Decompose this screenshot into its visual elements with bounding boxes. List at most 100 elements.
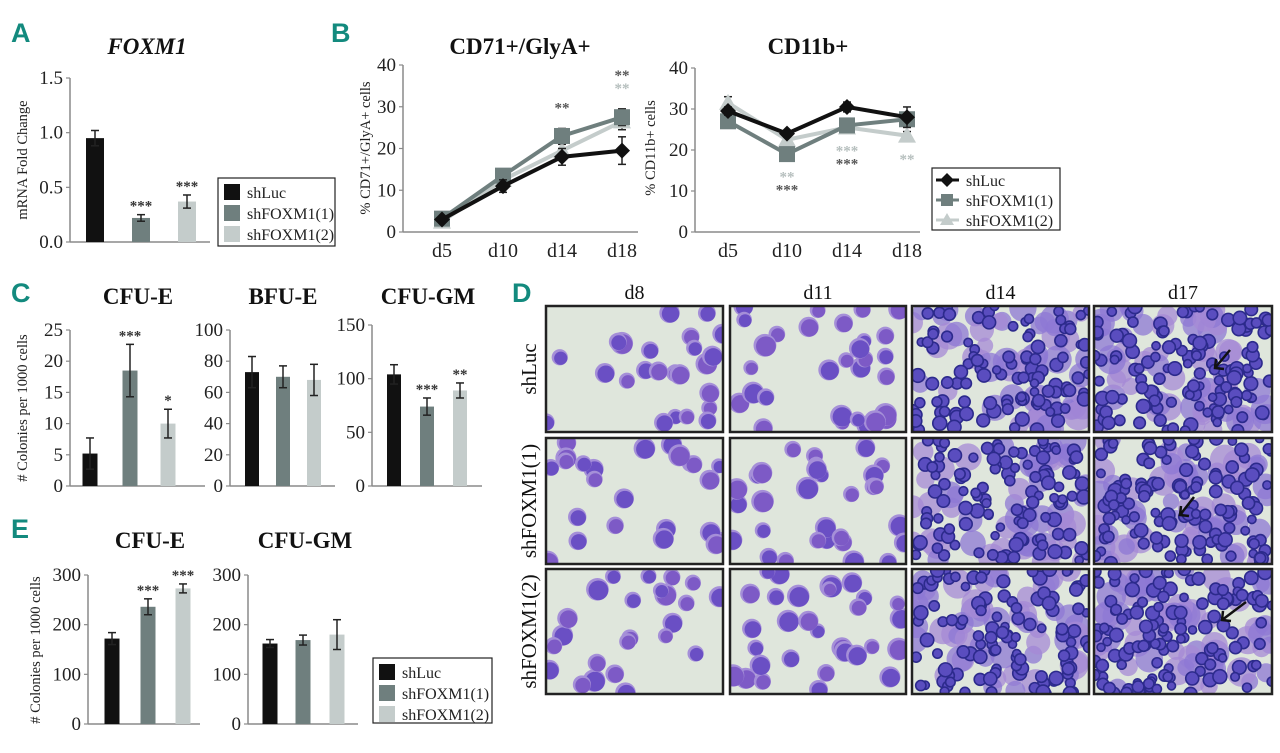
legend-swatch (379, 706, 395, 722)
cell (1158, 622, 1170, 634)
cell (1198, 457, 1212, 471)
cell-nucleus (700, 306, 716, 322)
cell (1192, 335, 1208, 351)
micrograph (1094, 569, 1272, 694)
chart-b1: 0 10 20 30 40 CD71+/GlyA+ % CD71+/GlyA+ cells d… (358, 34, 638, 262)
cell (1005, 680, 1026, 694)
y-tick-label: 60 (204, 382, 223, 403)
cell-nucleus (607, 570, 621, 584)
y-tick-label: 100 (53, 664, 82, 685)
cell (970, 487, 982, 499)
cell (1254, 405, 1270, 421)
x-tick-label: d18 (892, 240, 922, 262)
cell (925, 376, 940, 391)
cell-nucleus (844, 574, 862, 593)
bar (245, 372, 259, 486)
cell-nucleus (889, 640, 906, 660)
cell (1034, 670, 1048, 684)
chart-c1: 0 5 10 15 20 25 CFU-E # Colonies per 1000 cells… (15, 284, 205, 497)
cell-nucleus (661, 306, 680, 323)
cell-nucleus (681, 411, 695, 425)
cell (1167, 360, 1183, 377)
cell (1030, 339, 1046, 355)
cell (953, 364, 969, 380)
cell (1036, 623, 1047, 634)
cell (1133, 522, 1149, 538)
y-tick-label: 30 (377, 97, 396, 118)
cell (1186, 379, 1201, 393)
bar (104, 638, 120, 724)
significance-label: *** (836, 144, 859, 160)
cell (1110, 603, 1123, 616)
significance-label: *** (416, 382, 439, 398)
cell (1150, 351, 1161, 363)
diamond-marker (554, 148, 570, 165)
cell (1255, 616, 1268, 629)
cell (1054, 333, 1068, 348)
cell (1179, 592, 1189, 603)
cell (1094, 629, 1103, 643)
cell-nucleus (778, 554, 794, 564)
row-label: shFOXM1(1) (517, 444, 541, 558)
cell (1053, 481, 1065, 493)
y-tick-label: 200 (53, 615, 82, 636)
cell (991, 365, 1002, 375)
cell (1062, 527, 1077, 542)
cell (1185, 444, 1200, 459)
micrograph (912, 306, 1089, 432)
triangle-marker (940, 213, 954, 225)
legend-label: shLuc (966, 173, 1005, 190)
legend-swatch (224, 205, 240, 221)
cell (1244, 306, 1259, 317)
bar (178, 201, 196, 242)
cell-nucleus (588, 580, 609, 601)
cell (1225, 626, 1239, 640)
cell-nucleus (621, 635, 636, 650)
cell-nucleus (878, 329, 894, 345)
cell (1242, 363, 1253, 374)
cell (1220, 381, 1233, 393)
bar (307, 379, 321, 486)
cell (1175, 553, 1187, 564)
cell (1184, 671, 1200, 686)
cell-nucleus (852, 414, 865, 427)
cell (1040, 511, 1052, 523)
cell (1066, 490, 1078, 502)
cell (913, 604, 929, 621)
micrograph (730, 438, 906, 564)
cell (1116, 612, 1129, 625)
micrograph-background (546, 306, 723, 432)
square-marker (614, 109, 630, 126)
cell (1175, 633, 1186, 644)
cell (1161, 340, 1177, 355)
cell (1137, 537, 1150, 550)
micrograph-frame (1092, 567, 1274, 696)
y-tick-label: 300 (213, 565, 242, 586)
y-tick-label: 10 (669, 181, 688, 202)
y-tick-label: 0 (72, 714, 82, 735)
cell (1246, 340, 1259, 353)
cell (1250, 659, 1262, 671)
cell (1077, 337, 1089, 352)
cell (1026, 569, 1039, 578)
cell (1074, 476, 1089, 492)
bar (295, 640, 311, 724)
cell (1138, 569, 1153, 579)
cell (1217, 653, 1228, 663)
cell (1107, 569, 1122, 581)
cell (1002, 350, 1016, 364)
cell-nucleus (784, 651, 800, 668)
cell-nucleus (708, 536, 723, 554)
cell (1029, 422, 1045, 432)
cell (949, 539, 961, 551)
cell (1094, 576, 1105, 589)
cell (985, 686, 998, 694)
cell (958, 500, 974, 516)
cell-nucleus (756, 336, 776, 357)
cell-nucleus (713, 460, 723, 474)
cell (1208, 484, 1223, 499)
cell-nucleus (851, 600, 867, 616)
cell-nucleus (769, 590, 784, 605)
